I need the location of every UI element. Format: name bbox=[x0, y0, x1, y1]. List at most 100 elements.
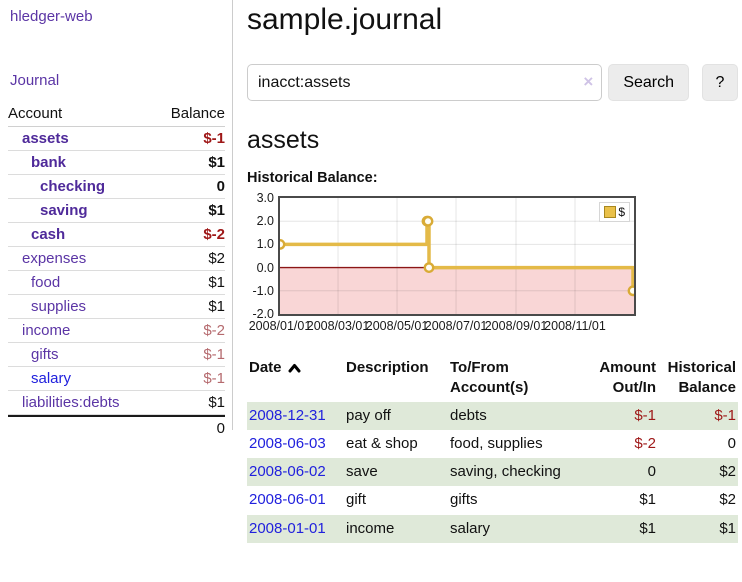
account-name-cell: gifts bbox=[8, 343, 155, 367]
register-date-cell: 2008-06-02 bbox=[247, 458, 344, 486]
register-description-cell: gift bbox=[346, 491, 367, 509]
register-accounts-cell: food, supplies bbox=[450, 434, 543, 452]
accounts-table-body: assets $-1 bank $1 checking 0 saving $1 cash $-2 e… bbox=[8, 127, 225, 440]
register-description-cell: save bbox=[346, 463, 378, 480]
x-axis-tick-label: 2008/01/01 bbox=[248, 319, 312, 333]
chart-heading: Historical Balance: bbox=[247, 170, 378, 186]
register-column-date[interactable]: Date bbox=[247, 355, 344, 402]
account-link-assets[interactable]: assets bbox=[22, 130, 69, 147]
account-row: saving $1 bbox=[8, 199, 225, 223]
account-balance: $-2 bbox=[154, 319, 225, 343]
account-link-supplies[interactable]: supplies bbox=[31, 298, 87, 315]
accounts-header-row: Account Balance bbox=[8, 103, 225, 127]
account-link-expenses[interactable]: expenses bbox=[22, 250, 87, 267]
y-axis-tick-label: 3.0 bbox=[256, 191, 274, 205]
account-name-cell: liabilities:debts bbox=[8, 391, 155, 415]
register-description-cell: pay off bbox=[346, 406, 391, 424]
account-name-cell: bank bbox=[8, 151, 155, 175]
register-row: 2008-06-02 save saving, checking 0 $2 bbox=[247, 458, 738, 487]
account-title: assets bbox=[247, 126, 320, 154]
account-name-cell: assets bbox=[8, 127, 155, 151]
account-name-cell: income bbox=[8, 319, 155, 343]
register-amount-cell: $-2 bbox=[634, 434, 656, 452]
register-balance-cell: $1 bbox=[719, 519, 736, 537]
register-header-row: Date Description To/From Account(s) Amou… bbox=[247, 355, 738, 402]
search-form: × Search ? bbox=[247, 64, 738, 101]
chart-plot: $ bbox=[278, 196, 636, 316]
search-input[interactable] bbox=[247, 64, 603, 101]
x-axis-tick-label: 2008/05/01 bbox=[365, 319, 429, 333]
x-axis-tick-label: 2008/07/01 bbox=[424, 319, 488, 333]
register-accounts-cell: saving, checking bbox=[450, 463, 561, 480]
legend-swatch-icon bbox=[604, 206, 617, 218]
account-balance: 0 bbox=[154, 175, 225, 199]
clear-search-icon[interactable]: × bbox=[583, 72, 594, 91]
account-link-gifts[interactable]: gifts bbox=[31, 346, 59, 363]
account-row: supplies $1 bbox=[8, 295, 225, 319]
transaction-date-link[interactable]: 2008-12-31 bbox=[249, 406, 326, 424]
register-balance-cell: $2 bbox=[719, 491, 736, 509]
brand-link[interactable]: hledger-web bbox=[10, 8, 93, 25]
transaction-date-link[interactable]: 2008-06-01 bbox=[249, 491, 326, 509]
chart-canvas bbox=[280, 198, 634, 314]
transaction-date-link[interactable]: 2008-06-03 bbox=[249, 434, 326, 452]
account-balance: $1 bbox=[154, 295, 225, 319]
search-box: × bbox=[247, 64, 603, 101]
register-column-amount: Amount Out/In bbox=[599, 359, 656, 397]
x-axis-tick-label: 2008/11/01 bbox=[544, 319, 606, 333]
account-balance: $-1 bbox=[154, 367, 225, 391]
account-name-cell: checking bbox=[8, 175, 155, 199]
account-name-cell: cash bbox=[8, 223, 155, 247]
register-balance-cell: $2 bbox=[719, 463, 736, 480]
account-balance: $-1 bbox=[154, 127, 225, 151]
account-row: salary $-1 bbox=[8, 367, 225, 391]
y-axis-tick-label: 0.0 bbox=[256, 260, 274, 275]
account-link-cash[interactable]: cash bbox=[31, 226, 66, 243]
accounts-table: Account Balance assets $-1 bank $1 checking 0… bbox=[8, 103, 225, 440]
register-row: 2008-06-01 gift gifts $1 $2 bbox=[247, 486, 738, 514]
search-button[interactable]: Search bbox=[608, 64, 690, 101]
register-balance-cell: $-1 bbox=[714, 406, 736, 424]
register-date-cell: 2008-12-31 bbox=[247, 402, 344, 430]
sort-ascending-icon bbox=[288, 360, 301, 377]
accounts-column-balance: Balance bbox=[154, 103, 225, 127]
account-balance: $1 bbox=[154, 271, 225, 295]
balance-chart: $ 3.0 2.0 1.0 0.0 -1.0 -2.0 2008/01/01 2008/03/… bbox=[247, 188, 738, 338]
register-amount-cell: $-1 bbox=[634, 406, 656, 424]
y-axis-tick-label: -2.0 bbox=[252, 307, 274, 321]
main-content: sample.journal × Search ? assets Histori… bbox=[247, 0, 738, 543]
account-row: income $-2 bbox=[8, 319, 225, 343]
register-amount-cell: $1 bbox=[639, 491, 656, 509]
register-accounts-cell: gifts bbox=[450, 491, 478, 509]
help-button[interactable]: ? bbox=[702, 64, 738, 101]
chart-legend: $ bbox=[599, 202, 630, 222]
register-amount-cell: 0 bbox=[647, 463, 656, 480]
account-link-salary[interactable]: salary bbox=[31, 370, 72, 387]
account-name-cell: supplies bbox=[8, 295, 155, 319]
sidebar-item-journal[interactable]: Journal bbox=[10, 72, 60, 89]
account-link-bank[interactable]: bank bbox=[31, 154, 67, 171]
account-row: bank $1 bbox=[8, 151, 225, 175]
register-column-date-label: Date bbox=[249, 359, 282, 376]
register-row: 2008-06-03 eat & shop food, supplies $-2 0 bbox=[247, 430, 738, 458]
register-row: 2008-12-31 pay off debts $-1 $-1 bbox=[247, 401, 738, 430]
transaction-date-link[interactable]: 2008-01-01 bbox=[249, 519, 326, 537]
register-date-cell: 2008-01-01 bbox=[247, 515, 344, 543]
sidebar: hledger-web Journal Account Balance asse… bbox=[0, 0, 233, 437]
x-axis-tick-label: 2008/09/01 bbox=[484, 319, 548, 333]
account-row: food $1 bbox=[8, 271, 225, 295]
account-link-saving[interactable]: saving bbox=[40, 202, 88, 219]
transaction-date-link[interactable]: 2008-06-02 bbox=[249, 463, 326, 480]
account-link-checking[interactable]: checking bbox=[40, 178, 106, 195]
account-balance: $1 bbox=[154, 391, 225, 415]
account-row: checking 0 bbox=[8, 175, 225, 199]
account-link-liabilities-debts[interactable]: liabilities:debts bbox=[22, 394, 120, 411]
account-link-food[interactable]: food bbox=[31, 274, 61, 291]
register-column-balance: Historical Balance bbox=[667, 359, 736, 397]
register-amount-cell: $1 bbox=[639, 519, 656, 537]
account-balance: $1 bbox=[154, 199, 225, 223]
account-row: expenses $2 bbox=[8, 247, 225, 271]
legend-label: $ bbox=[618, 205, 625, 219]
register-description-cell: eat & shop bbox=[346, 434, 418, 452]
account-link-income[interactable]: income bbox=[22, 322, 71, 339]
